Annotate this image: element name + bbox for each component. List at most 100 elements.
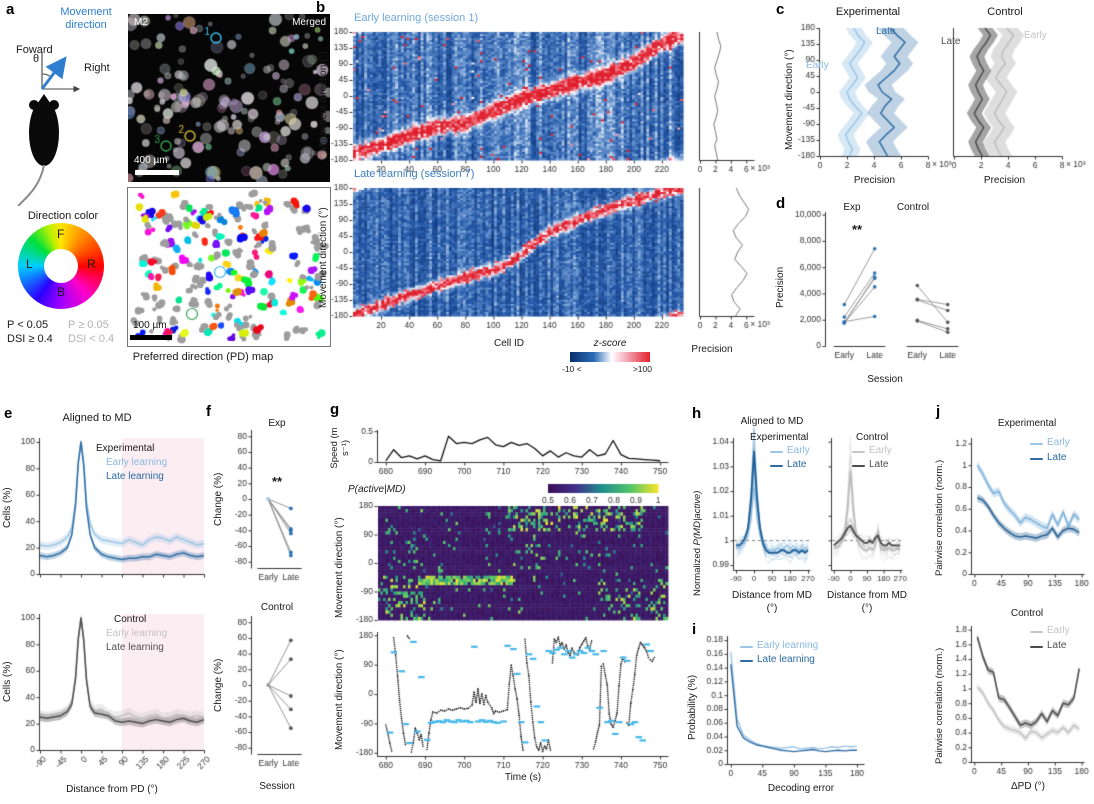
e-exp-late-legend: Late learning [106, 471, 164, 482]
m2-label: M2 [134, 17, 148, 28]
panel-c-label: c [776, 1, 785, 18]
panel-b-label: b [316, 0, 326, 16]
i-early-legend: Early learning [757, 640, 819, 651]
j-exp-early-dash [1030, 443, 1043, 445]
e-ctrl-early-legend: Early learning [106, 628, 168, 639]
j-xlabel: ΔPD (°) [1010, 781, 1045, 792]
cell-id-label: Cell ID [493, 338, 524, 349]
i-ylabel: Probability (%) [687, 674, 698, 740]
h-ctrl-legend-title: Control [856, 432, 889, 443]
b-ylabel-early: Movement direction (°) [318, 51, 329, 152]
h-exp-late-dash [770, 465, 783, 467]
f-ctrl-title: Control [260, 602, 294, 613]
wheel-r: R [87, 257, 96, 271]
c-experimental-title: Experimental [835, 6, 901, 18]
j-ylabel-top: Pairwise correlation (norm.) [934, 459, 945, 576]
g-ylabel-heatmap: Movement direction (°) [334, 517, 345, 618]
right-label: Right [84, 62, 110, 74]
pd-map-caption: Preferred direction (PD) map [132, 351, 274, 363]
d-precision-paired-plot [790, 200, 974, 378]
h-xlabel-ctrl: Distance from MD (°) [827, 590, 908, 614]
h-ctrl-late-dash [852, 465, 865, 467]
panel-d-label: d [776, 195, 786, 212]
b-precision-label: Precision [691, 344, 733, 355]
g-xlabel: Time (s) [504, 772, 542, 783]
g-ylabel-trace: Movement direction (°) [334, 649, 345, 750]
early-tuning-heatmap [316, 24, 716, 178]
j-ctrl-late-label: Late [1047, 640, 1067, 651]
h-ctrl-early-label: Early [869, 445, 892, 456]
f-ylabel-bottom: Change (%) [213, 658, 224, 712]
movement-direction-label: Movement direction [60, 6, 112, 32]
mouse-body [29, 100, 59, 166]
b-ylabel-late: Movement direction (°) [318, 207, 329, 308]
j-ctrl-early-label: Early [1047, 625, 1070, 636]
h-experimental-plot [688, 408, 836, 596]
early-session-title: Early learning (session 1) [354, 12, 479, 24]
c-exp-late-label: Late [876, 26, 896, 37]
zscore-max: >100 [632, 364, 652, 374]
forward-label: Foward [16, 44, 53, 56]
e-control-plot [4, 604, 210, 802]
c-control-title: Control [987, 6, 1023, 18]
j-control-plot [932, 598, 1094, 784]
h-ylabel: Normalized P(MD|active) [692, 490, 703, 596]
j-ctrl-late-dash [1030, 646, 1043, 648]
panel-f-label: f [206, 403, 211, 420]
late-session-title: Late learning (session 7) [354, 168, 475, 180]
scalebar-400 [135, 170, 179, 175]
e-ctrl-legend-title: Control [114, 614, 147, 625]
h-exp-legend-title: Experimental [750, 432, 809, 443]
e-ylabel-bottom: Cells (%) [2, 661, 13, 702]
merged-label: Merged [292, 17, 326, 28]
h-exp-late-label: Late [787, 459, 807, 470]
g-decoding-trace [336, 624, 686, 778]
e-exp-early-legend: Early learning [106, 457, 168, 468]
i-decoding-error-plot [690, 624, 876, 784]
f-ylabel-top: Change (%) [213, 472, 224, 526]
wheel-b: B [57, 285, 66, 299]
j-experimental-plot [932, 410, 1094, 596]
g-speed-trace [336, 418, 686, 482]
j-exp-early-label: Early [1047, 437, 1070, 448]
g-pactive-label: P(active|MD) [348, 484, 406, 495]
c-experimental-plot [782, 16, 952, 194]
h-ctrl-late-label: Late [869, 459, 889, 470]
movement-arrow [40, 56, 67, 90]
e-ctrl-late-legend: Late learning [106, 642, 164, 653]
h-exp-early-dash [770, 451, 783, 453]
f-xlabel: Session [259, 781, 295, 792]
theta-label: θ [33, 53, 40, 65]
j-exp-late-label: Late [1047, 452, 1067, 463]
h-ctrl-early-dash [852, 451, 865, 453]
direction-color-title: Direction color [27, 210, 99, 222]
i-xlabel: Decoding error [767, 783, 835, 794]
early-precision-curve [688, 24, 774, 178]
c-xlabel-ctrl: Precision [983, 175, 1026, 186]
e-ylabel-top: Cells (%) [2, 487, 13, 528]
e-exp-legend-title: Experimental [96, 443, 155, 454]
late-precision-curve [688, 180, 774, 334]
zscore-min: -10 < [562, 364, 582, 374]
scalebar-400-label: 400 µm [134, 155, 168, 166]
panel-g-label: g [330, 401, 340, 418]
d-ylabel: Precision [775, 266, 786, 308]
g-speed-ylabel: Speed (m s⁻¹) [329, 427, 351, 469]
e-xlabel: Distance from PD (°) [66, 784, 158, 795]
wheel-f: F [57, 227, 65, 241]
h-xlabel-exp: Distance from MD (°) [732, 590, 813, 614]
dsi-nonsignificant: DSI < 0.4 [68, 333, 115, 346]
c-exp-early-label: Early [806, 60, 829, 71]
i-late-dash [740, 660, 753, 662]
p-nonsignificant: P ≥ 0.05 [68, 319, 109, 331]
c-ylabel: Movement direction (°) [784, 49, 795, 150]
scalebar-100 [130, 335, 172, 340]
pd-map [127, 187, 331, 347]
i-late-legend: Late learning [757, 654, 815, 665]
m2-merged-image [128, 14, 330, 182]
f-exp-change-plot [222, 414, 314, 588]
e-title: Aligned to MD [62, 412, 132, 424]
h-control-plot [828, 408, 940, 596]
panel-a-label: a [6, 1, 15, 18]
